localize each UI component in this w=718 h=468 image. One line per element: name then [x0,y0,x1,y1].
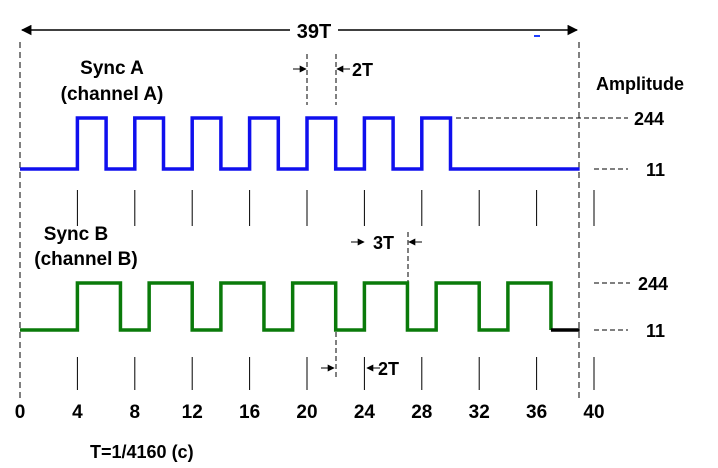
time-tick-label: 0 [15,402,26,423]
time-tick-label: 16 [239,402,260,423]
time-tick-label: 12 [182,402,203,423]
time-tick-label: 20 [296,402,317,423]
mid-tick-marks [76,190,595,226]
sync-a-high-label: 244 [634,109,664,129]
time-axis-labels: 0 4 8 12 16 20 24 28 32 36 40 [15,402,605,423]
span-label: 39T [297,21,331,43]
sync-b-3t-label: 3T [373,233,394,253]
sync-a-subtitle: (channel A) [61,84,164,105]
sync-a-title: Sync A [80,58,144,79]
sync-b-low-label: 11 [646,321,665,341]
sync-b-title: Sync B [44,224,108,245]
time-tick-label: 32 [469,402,490,423]
time-tick-label: 4 [72,402,83,423]
time-tick-label: 8 [130,402,141,423]
time-tick-label: 40 [583,402,604,423]
sync-b-2t-label: 2T [378,359,399,379]
sync-b-high-label: 244 [638,274,668,294]
time-tick-label: 24 [354,402,376,423]
sync-b-waveform [20,281,553,332]
sync-a-2t-label: 2T [352,60,373,80]
bottom-tick-marks [76,357,595,390]
sync-b-subtitle: (channel B) [34,249,137,270]
amplitude-title: Amplitude [596,74,684,94]
sync-a-low-label: 11 [646,160,665,180]
sync-a-waveform [20,116,580,171]
period-formula: T=1/4160 (c) [90,442,194,462]
time-tick-label: 36 [526,402,547,423]
time-tick-label: 28 [411,402,432,423]
